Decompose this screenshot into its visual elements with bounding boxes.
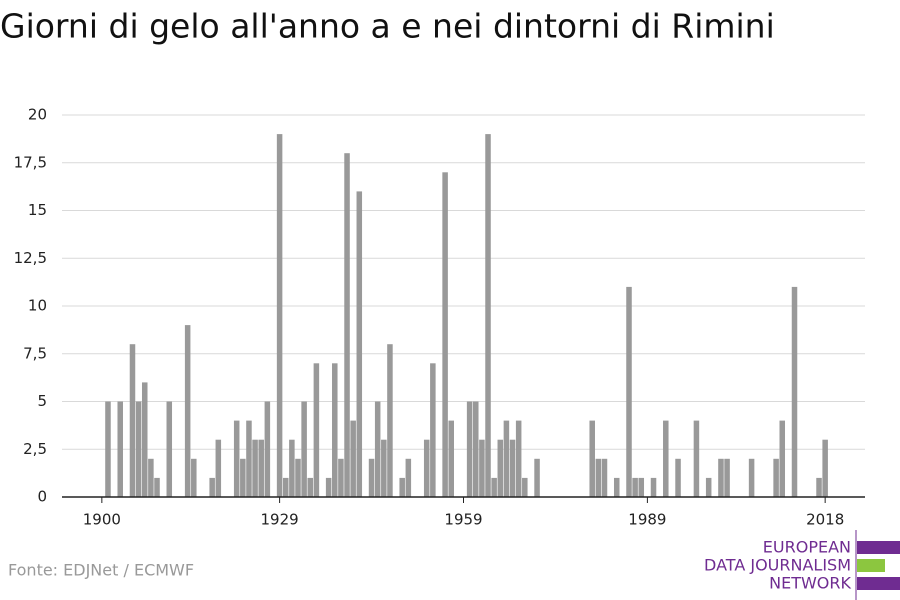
bar bbox=[105, 401, 111, 497]
bar bbox=[448, 420, 454, 497]
bar bbox=[485, 134, 491, 497]
bar bbox=[632, 477, 638, 497]
bar bbox=[638, 477, 645, 497]
bar bbox=[718, 458, 724, 497]
y-tick-label: 2,5 bbox=[23, 440, 47, 458]
bar bbox=[423, 439, 430, 497]
bar bbox=[240, 458, 246, 497]
bar bbox=[399, 477, 405, 497]
bar bbox=[135, 401, 142, 497]
bar bbox=[209, 477, 215, 497]
bar bbox=[356, 191, 363, 497]
bar bbox=[117, 401, 123, 497]
bar bbox=[491, 477, 497, 497]
y-tick-label: 12,5 bbox=[14, 249, 47, 267]
bar bbox=[264, 401, 271, 497]
bar bbox=[497, 439, 504, 497]
logo-text: EUROPEAN bbox=[763, 538, 851, 557]
bar bbox=[166, 401, 173, 497]
bar bbox=[141, 382, 148, 497]
y-tick-label: 17,5 bbox=[14, 153, 47, 171]
bar bbox=[184, 325, 191, 497]
bar bbox=[301, 401, 307, 497]
source: Fonte: EDJNet / ECMWF bbox=[8, 561, 194, 580]
bar bbox=[473, 401, 479, 497]
bar bbox=[595, 458, 602, 497]
bar bbox=[344, 153, 350, 497]
bar bbox=[773, 458, 779, 497]
bar bbox=[258, 439, 264, 497]
x-tick-label: 1929 bbox=[261, 511, 299, 529]
y-tick-label: 0 bbox=[37, 488, 47, 506]
bar bbox=[663, 420, 669, 497]
bar bbox=[509, 439, 516, 497]
bar bbox=[748, 458, 755, 497]
bar bbox=[350, 420, 356, 497]
bar bbox=[675, 458, 681, 497]
x-tick-label: 1989 bbox=[628, 511, 666, 529]
bar bbox=[515, 420, 522, 497]
bar bbox=[332, 363, 338, 497]
bar bbox=[313, 363, 320, 497]
bar bbox=[295, 458, 301, 497]
bar bbox=[252, 439, 258, 497]
logo-text: DATA JOURNALISM bbox=[704, 556, 851, 575]
logo-bar bbox=[857, 559, 885, 572]
bar bbox=[626, 286, 632, 497]
bar bbox=[368, 458, 375, 497]
chart-title: Giorni di gelo all'anno a e nei dintorni… bbox=[0, 7, 775, 46]
bar bbox=[522, 477, 528, 497]
bar bbox=[307, 477, 314, 497]
logo-text: NETWORK bbox=[769, 574, 851, 593]
bar bbox=[276, 134, 283, 497]
bar bbox=[405, 458, 412, 497]
bar bbox=[791, 286, 798, 497]
bar bbox=[148, 458, 154, 497]
bar bbox=[233, 420, 240, 497]
bar bbox=[129, 344, 136, 497]
y-tick-label: 10 bbox=[28, 297, 47, 315]
bar bbox=[430, 363, 436, 497]
bar bbox=[246, 420, 252, 497]
bar bbox=[374, 401, 381, 497]
y-tick-label: 7,5 bbox=[23, 344, 47, 362]
bar bbox=[191, 458, 197, 497]
bar bbox=[589, 420, 595, 497]
bar bbox=[387, 344, 393, 497]
bar bbox=[779, 420, 786, 497]
bar bbox=[534, 458, 540, 497]
bar bbox=[282, 477, 289, 497]
bar bbox=[650, 477, 657, 497]
bar bbox=[154, 477, 160, 497]
logo-bar bbox=[857, 541, 900, 554]
bar bbox=[442, 172, 448, 498]
logo: EUROPEAN DATA JOURNALISM NETWORK bbox=[704, 530, 900, 600]
bar bbox=[705, 477, 712, 497]
bar bbox=[693, 420, 700, 497]
bar bbox=[479, 439, 485, 497]
bar bbox=[503, 420, 510, 497]
bar bbox=[601, 458, 608, 497]
y-tick-label: 20 bbox=[28, 106, 47, 124]
bar bbox=[289, 439, 295, 497]
bar bbox=[466, 401, 473, 497]
y-tick-label: 15 bbox=[28, 201, 47, 219]
x-tick-label: 1959 bbox=[444, 511, 482, 529]
bar bbox=[822, 439, 828, 497]
bar bbox=[816, 477, 822, 497]
bar bbox=[338, 458, 344, 497]
bar bbox=[613, 477, 620, 497]
logo-bar bbox=[857, 577, 900, 590]
bar bbox=[381, 439, 387, 497]
y-tick-label: 5 bbox=[37, 392, 47, 410]
x-tick-label: 2018 bbox=[806, 511, 844, 529]
x-tick-label: 1900 bbox=[83, 511, 121, 529]
bar bbox=[325, 477, 332, 497]
bar bbox=[215, 439, 222, 497]
bar bbox=[724, 458, 730, 497]
